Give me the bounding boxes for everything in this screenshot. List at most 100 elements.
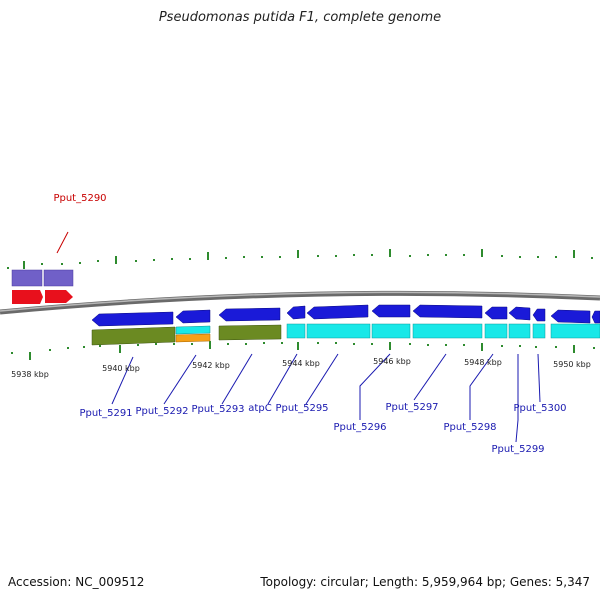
tick-mark — [97, 260, 99, 262]
tick-mark — [41, 263, 43, 265]
tick-mark — [463, 344, 465, 346]
gene-purple-bar — [43, 269, 74, 287]
tick-mark — [61, 263, 63, 265]
tick-mark — [371, 254, 373, 256]
tick-mark — [389, 249, 391, 257]
tick-mark — [297, 250, 299, 258]
tick-mark — [519, 256, 521, 258]
kbp-label: 5940 kbp — [102, 364, 140, 373]
cds-cyan — [532, 323, 546, 339]
tick-mark — [445, 254, 447, 256]
tick-mark — [263, 342, 265, 344]
gene-arrow — [550, 309, 591, 324]
genome-backbone — [0, 290, 600, 315]
gene-arrow — [412, 304, 483, 319]
kbp-label: 5938 kbp — [11, 370, 49, 379]
tick-mark — [389, 342, 391, 350]
gene-arrow — [175, 309, 211, 324]
tick-mark — [261, 256, 263, 258]
leader-line — [469, 353, 494, 420]
leader-line — [163, 354, 197, 405]
map-title: Pseudomonas putida F1, complete genome — [158, 10, 442, 25]
leader-line — [267, 353, 298, 405]
tick-mark — [29, 352, 31, 360]
tick-mark — [171, 258, 173, 260]
tick-mark — [7, 267, 9, 269]
tick-mark — [11, 352, 13, 354]
leader-line — [515, 354, 519, 443]
genome-summary: Topology: circular; Length: 5,959,964 bp… — [260, 575, 590, 589]
gene-arrow — [286, 305, 306, 320]
tick-mark — [99, 345, 101, 347]
tick-mark — [317, 255, 319, 257]
tick-mark — [119, 345, 121, 353]
tick-mark — [335, 255, 337, 257]
kbp-label: 5950 kbp — [553, 360, 591, 369]
tick-mark — [427, 254, 429, 256]
tick-mark — [83, 346, 85, 348]
tick-mark — [427, 344, 429, 346]
gene-label: Pput_5292 — [135, 406, 188, 417]
tick-mark — [555, 256, 557, 258]
leader-line — [111, 356, 134, 405]
gene-label: Pput_5300 — [513, 403, 566, 414]
cds-cyan — [508, 323, 531, 339]
tick-mark — [155, 343, 157, 345]
gene-arrow — [306, 304, 369, 320]
tick-mark — [173, 343, 175, 345]
gene-arrow — [371, 304, 411, 318]
tick-mark — [79, 262, 81, 264]
gene-label: Pput_5298 — [443, 422, 496, 433]
tick-mark — [573, 250, 575, 258]
gene-red-arrow — [12, 290, 43, 304]
cds-cyan — [286, 323, 306, 339]
tick-mark — [519, 345, 521, 347]
cds-cyan — [371, 323, 411, 339]
tick-mark — [409, 343, 411, 345]
tick-mark — [317, 342, 319, 344]
accession-text: Accession: NC_009512 — [8, 575, 145, 589]
gene-arrow — [218, 307, 281, 322]
gene-label: Pput_5290 — [53, 193, 106, 204]
cds-cyan — [175, 325, 211, 335]
gene-arrow — [91, 311, 174, 327]
gene-arrow — [484, 306, 508, 320]
tick-mark — [335, 342, 337, 344]
tick-mark — [535, 346, 537, 348]
tick-mark — [49, 349, 51, 351]
tick-mark — [555, 346, 557, 348]
tick-mark — [481, 343, 483, 351]
gene-label: Pput_5291 — [79, 408, 132, 419]
gene-purple-bar — [11, 269, 43, 287]
gene-label: Pput_5299 — [491, 444, 544, 455]
cds-cyan — [484, 323, 508, 339]
tick-mark — [207, 252, 209, 260]
tick-mark — [115, 256, 117, 264]
tick-mark — [281, 342, 283, 344]
tick-mark — [245, 343, 247, 345]
cds-orange — [175, 333, 211, 343]
tick-mark — [67, 347, 69, 349]
gene-arrow — [532, 308, 546, 322]
tick-mark — [501, 255, 503, 257]
tick-mark — [135, 260, 137, 262]
ticks-bottom — [11, 341, 595, 360]
cds-cyan — [306, 323, 371, 339]
tick-mark — [243, 256, 245, 258]
tick-mark — [209, 341, 211, 349]
cds-cyan — [412, 323, 483, 339]
kbp-label: 5944 kbp — [282, 359, 320, 368]
kbp-label: 5948 kbp — [464, 358, 502, 367]
cds-olive — [218, 324, 282, 341]
tick-mark — [353, 343, 355, 345]
tick-mark — [501, 345, 503, 347]
gene-arrow — [591, 310, 600, 324]
tick-mark — [189, 258, 191, 260]
gene-label: Pput_5297 — [385, 402, 438, 413]
tick-mark — [591, 257, 593, 259]
leader-line — [305, 353, 339, 405]
gene-arrow — [508, 306, 531, 321]
leader-line — [56, 231, 69, 254]
gene-label: atpC — [248, 403, 271, 414]
